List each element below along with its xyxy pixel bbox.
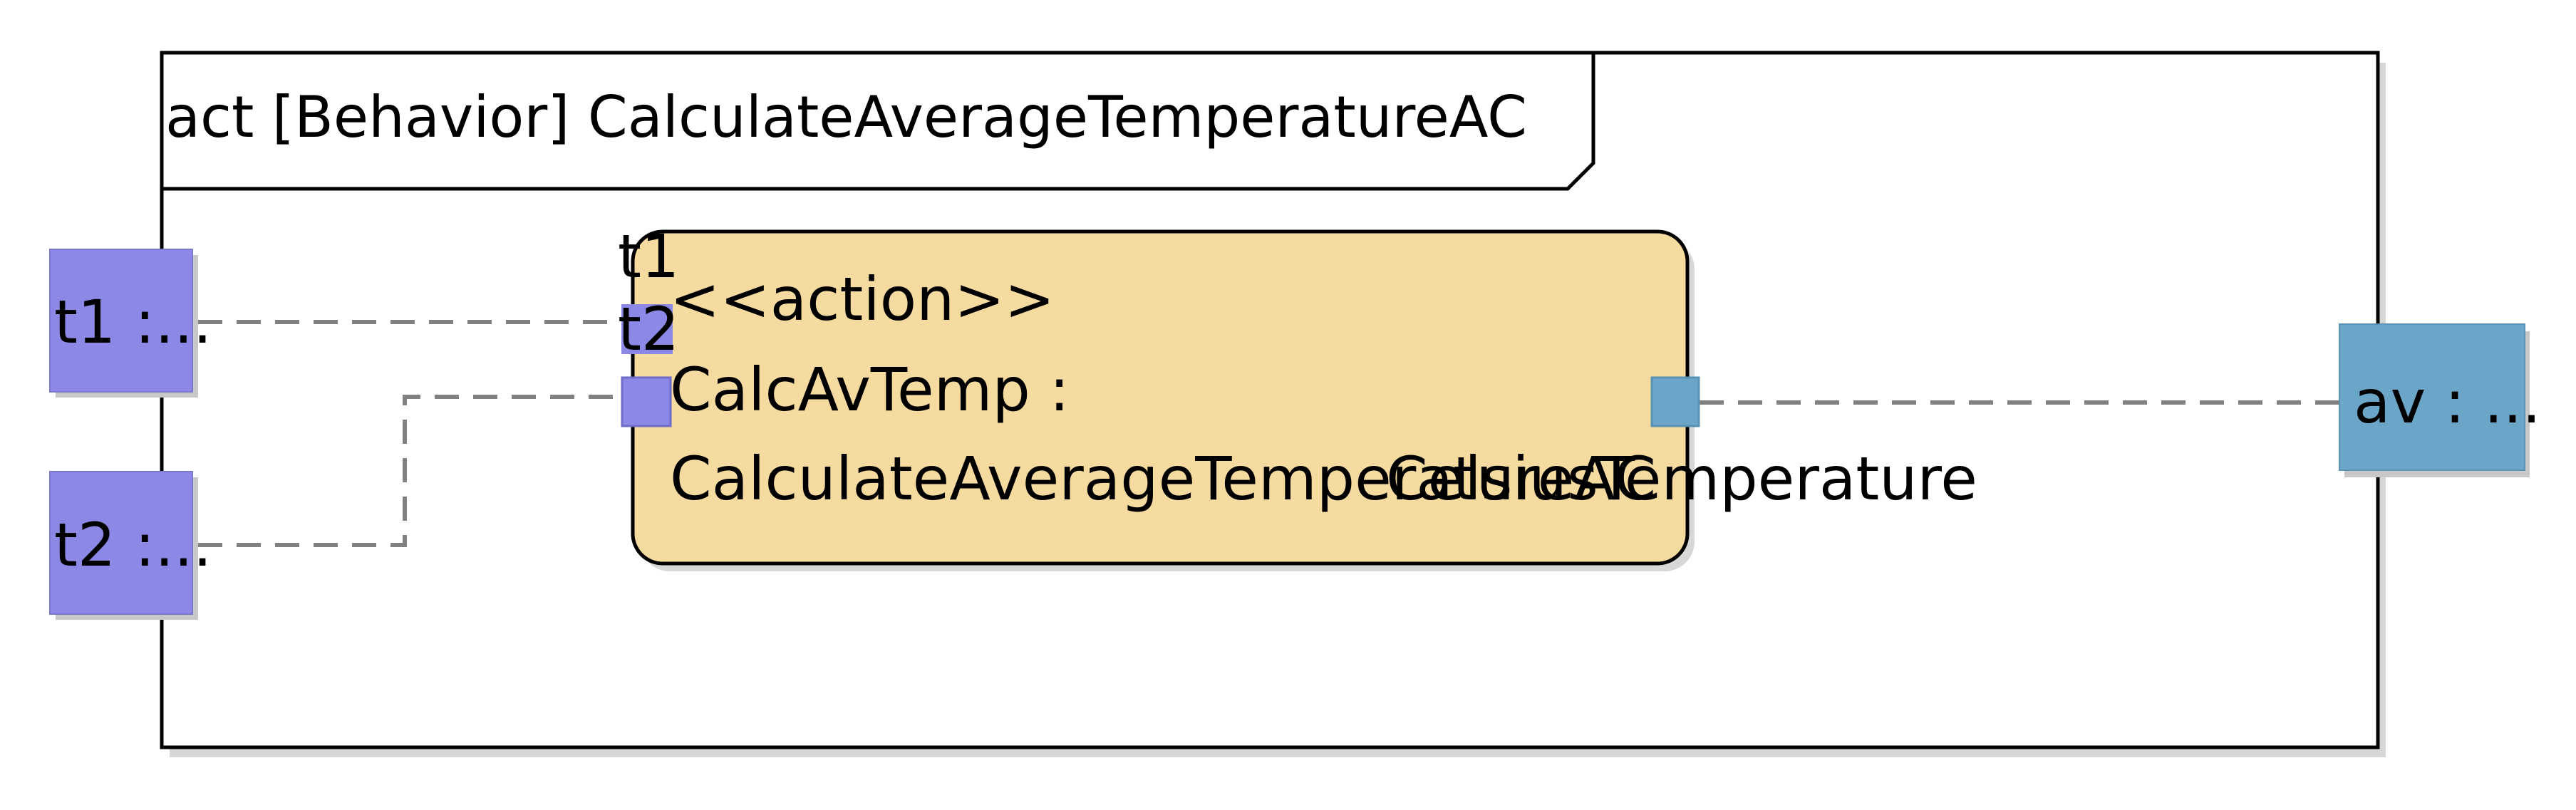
pin-t1[interactable] [621, 304, 673, 354]
action-stereotype: <<action>> [670, 264, 1055, 334]
param-t2[interactable] [49, 471, 193, 615]
pin-t1-label: t1 [618, 222, 680, 291]
param-t1[interactable] [49, 249, 193, 393]
param-av[interactable] [2339, 323, 2525, 471]
frame-title: act [Behavior] CalculateAverageTemperatu… [165, 84, 1527, 150]
pin-out[interactable] [1650, 376, 1700, 427]
pin-t2-label: t2 [618, 294, 680, 364]
pin-out-label: CelsiusTemperature [1386, 444, 1977, 514]
frame-title-tab [162, 53, 1595, 191]
action-name-line2: CalculateAverageTemperatureAC [670, 444, 1656, 514]
pin-t2[interactable] [621, 376, 672, 427]
param-t2-label: t2 :... [54, 510, 212, 580]
action-name-line1: CalcAvTemp : [670, 355, 1070, 425]
param-t1-label: t1 :... [54, 287, 212, 357]
param-av-label: av : ... [2354, 367, 2541, 437]
flow-t2[interactable] [198, 395, 624, 547]
